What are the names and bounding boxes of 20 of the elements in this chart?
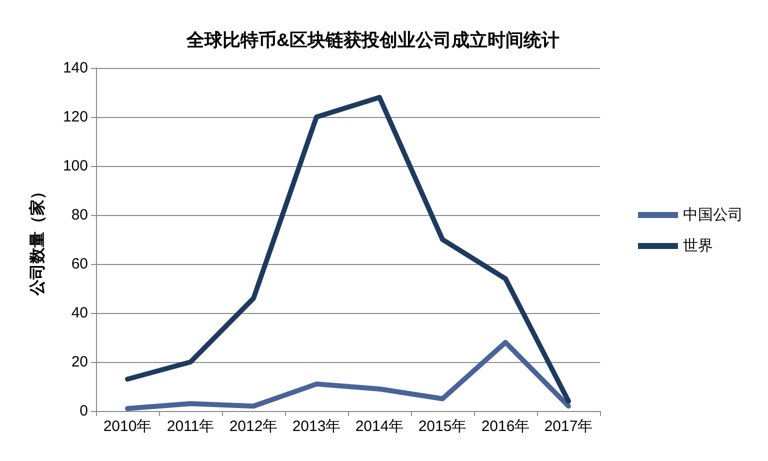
x-tick-label: 2013年: [292, 418, 341, 435]
x-tick-label: 2014年: [355, 418, 404, 435]
x-tick-label: 2015年: [418, 418, 467, 435]
y-tick-label: 40: [71, 304, 88, 322]
y-tick-label: 20: [71, 354, 88, 370]
chart-title: 全球比特币&区块链获投创业公司成立时间统计: [186, 30, 560, 50]
y-tick-label: 120: [62, 108, 88, 126]
y-tick-label: 100: [62, 158, 88, 174]
y-tick-label: 80: [71, 206, 88, 224]
y-tick-label: 60: [71, 256, 88, 272]
y-tick-label: 140: [62, 60, 88, 76]
legend-label: 中国公司: [683, 206, 743, 224]
x-tick-label: 2016年: [481, 418, 530, 435]
y-axis-title: 公司数量（家）: [28, 184, 46, 296]
x-tick-label: 2017年: [544, 418, 593, 435]
y-tick-label: 0: [80, 402, 88, 420]
x-tick-label: 2012年: [229, 418, 278, 435]
x-tick-label: 2011年: [166, 418, 214, 435]
legend-label: 世界: [683, 238, 713, 254]
x-tick-label: 2010年: [103, 418, 152, 435]
